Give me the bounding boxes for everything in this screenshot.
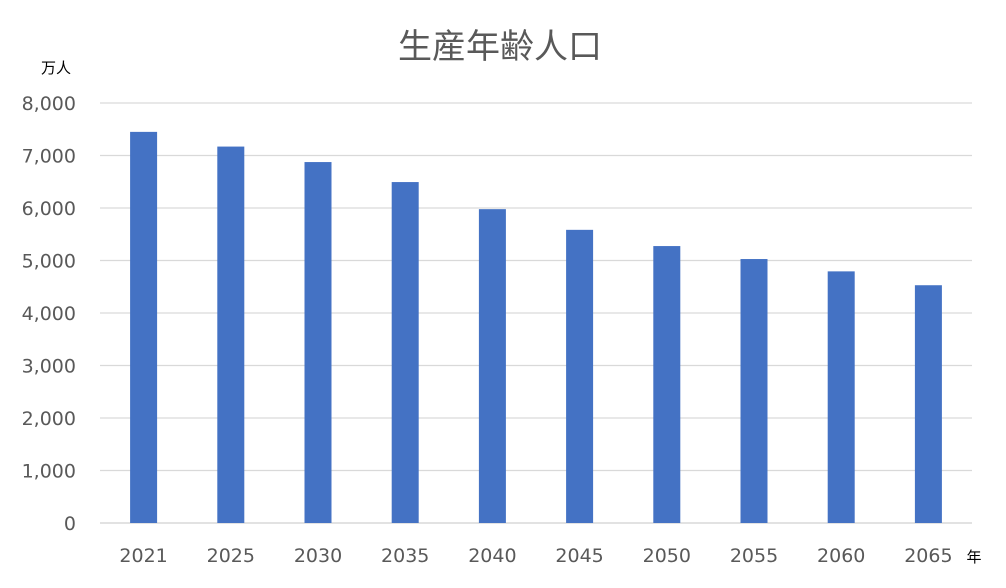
y-tick-label: 8,000	[22, 93, 76, 115]
bar-2040	[478, 209, 506, 523]
x-tick-label: 2065	[904, 545, 952, 567]
bar-2060	[827, 271, 855, 523]
bar-2055	[740, 259, 768, 523]
y-tick-label: 2,000	[22, 408, 76, 430]
bar-2030	[304, 162, 332, 523]
x-tick-label: 2035	[381, 545, 429, 567]
x-tick-label: 2030	[294, 545, 342, 567]
bar-2035	[391, 182, 419, 523]
y-tick-label: 7,000	[22, 146, 76, 168]
y-tick-label: 1,000	[22, 461, 76, 483]
x-axis-ticks: 2021 2025 2030 2035 2040 2045 2050 2055 2060 2065	[119, 545, 952, 567]
y-axis-unit-label: 万人	[41, 59, 71, 77]
bar-2045	[566, 229, 594, 523]
x-tick-label: 2060	[817, 545, 865, 567]
y-tick-label: 5,000	[22, 251, 76, 273]
gridlines	[100, 102, 972, 524]
bar-2021	[130, 131, 158, 523]
chart-title: 生産年齢人口	[398, 27, 602, 67]
x-tick-label: 2040	[468, 545, 516, 567]
y-tick-label: 4,000	[22, 303, 76, 325]
x-tick-label: 2025	[207, 545, 255, 567]
bar-2065	[914, 285, 942, 523]
bar-2025	[217, 146, 245, 523]
y-axis-ticks: 0 1,000 2,000 3,000 4,000 5,000 6,000 7,000 8,00…	[22, 93, 76, 535]
x-axis-unit-label: 年	[966, 548, 981, 566]
bar-2050	[653, 246, 681, 523]
y-tick-label: 3,000	[22, 356, 76, 378]
bars	[130, 131, 942, 523]
y-tick-label: 0	[64, 513, 76, 535]
x-tick-label: 2050	[643, 545, 691, 567]
x-tick-label: 2045	[555, 545, 603, 567]
y-tick-label: 6,000	[22, 198, 76, 220]
x-tick-label: 2021	[119, 545, 167, 567]
x-tick-label: 2055	[730, 545, 778, 567]
